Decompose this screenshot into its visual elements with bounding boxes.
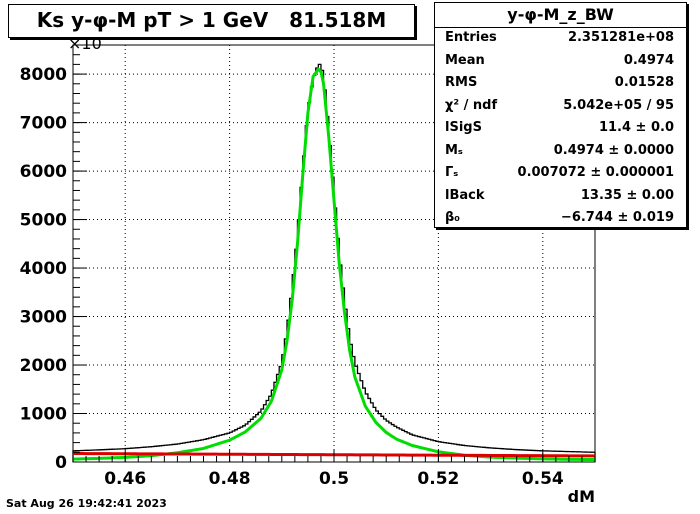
- x-tick-label: 0.52: [417, 469, 459, 489]
- stats-key: β₀: [445, 210, 460, 225]
- stats-value: 11.4 ± 0.0: [598, 120, 674, 135]
- y-axis-exponent-label: ×10: [68, 34, 102, 53]
- histogram-title-box: Ks y-φ-M pT > 1 GeV 81.518M: [8, 4, 415, 38]
- y-tick-label: 1000: [20, 405, 67, 425]
- stats-key: Entries: [445, 30, 497, 45]
- x-tick-label: 0.5: [319, 469, 349, 489]
- y-tick-label: 0: [55, 453, 67, 473]
- stats-key: Mean: [445, 52, 485, 68]
- stats-value: −6.744 ± 0.019: [560, 210, 674, 225]
- stats-value: 13.35 ± 0.00: [580, 187, 674, 203]
- stats-key: Γₛ: [445, 165, 459, 180]
- stats-value: 2.351281e+08: [567, 30, 674, 45]
- y-tick-label: 5000: [20, 211, 67, 231]
- stats-value: 0.007072 ± 0.000001: [517, 165, 674, 180]
- timestamp: Sat Aug 26 19:42:41 2023: [6, 497, 167, 510]
- grid-lines: [73, 45, 595, 462]
- x-axis-label: dM: [568, 487, 595, 506]
- y-tick-label: 2000: [20, 356, 67, 376]
- stats-row: Mₛ 0.4974 ± 0.0000: [445, 141, 674, 163]
- stats-key: χ² / ndf: [445, 97, 498, 113]
- stats-value: 0.01528: [614, 75, 674, 90]
- stats-key: RMS: [445, 75, 478, 90]
- stats-row: χ² / ndf 5.042e+05 / 95: [445, 96, 674, 118]
- stats-row: RMS 0.01528: [445, 73, 674, 95]
- x-tick-label: 0.46: [104, 469, 146, 489]
- x-tick-label: 0.48: [209, 469, 251, 489]
- y-tick-label: 6000: [20, 162, 67, 182]
- y-tick-label: 8000: [20, 65, 67, 85]
- stats-row: Mean 0.4974: [445, 51, 674, 73]
- stats-key: Mₛ: [445, 142, 463, 158]
- histogram-title: Ks y-φ-M pT > 1 GeV 81.518M: [36, 8, 387, 32]
- stats-histogram-name: y-φ-M_z_BW: [435, 3, 686, 28]
- y-tick-label: 3000: [20, 308, 67, 328]
- y-tick-label: 4000: [20, 259, 67, 279]
- stats-key: lSigS: [445, 120, 482, 135]
- stats-key: lBack: [445, 187, 485, 203]
- stats-row: Γₛ 0.007072 ± 0.000001: [445, 163, 674, 185]
- stats-value: 0.4974 ± 0.0000: [553, 142, 674, 158]
- x-tick-label: 0.54: [522, 469, 564, 489]
- stats-value: 5.042e+05 / 95: [563, 97, 674, 113]
- stats-box: y-φ-M_z_BW Entries 2.351281e+08 Mean 0.4974…: [434, 2, 687, 228]
- stats-value: 0.4974: [623, 52, 674, 68]
- axes: 0.46 0.48 0.5 0.52 0.54 0 1000 2000 3000 4000 5000…: [20, 44, 596, 489]
- stats-row: lSigS 11.4 ± 0.0: [445, 118, 674, 140]
- stats-row: lBack 13.35 ± 0.00: [445, 186, 674, 208]
- stats-row: β₀ −6.744 ± 0.019: [445, 208, 674, 230]
- y-tick-label: 7000: [20, 114, 67, 134]
- stats-row: Entries 2.351281e+08: [445, 28, 674, 50]
